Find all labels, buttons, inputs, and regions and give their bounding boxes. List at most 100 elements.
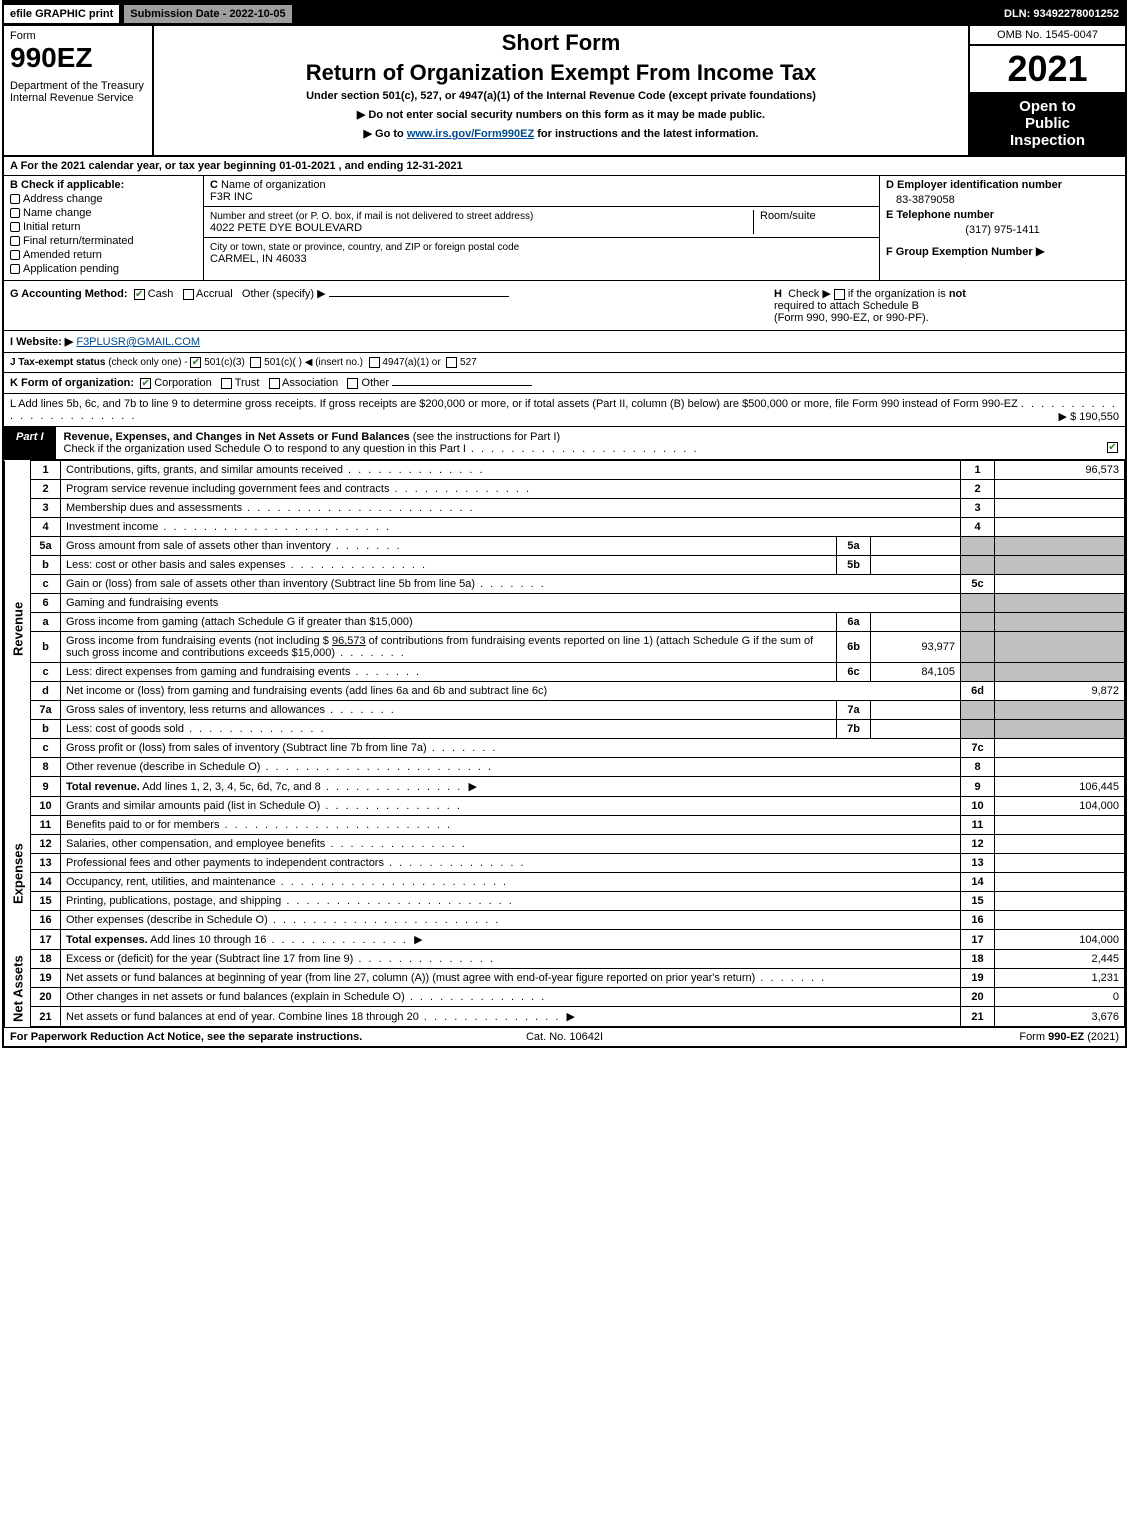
line-desc: Program service revenue including govern… <box>66 483 389 495</box>
checkbox-icon[interactable] <box>221 378 232 389</box>
line-7c: c Gross profit or (loss) from sales of i… <box>5 739 1125 758</box>
line-desc: Gross sales of inventory, less returns a… <box>66 704 325 716</box>
shaded-cell <box>961 701 995 720</box>
checkbox-icon[interactable] <box>250 357 261 368</box>
checkbox-icon[interactable] <box>183 289 194 300</box>
line-desc: Gaming and fundraising events <box>66 597 218 609</box>
form-header: Form 990EZ Department of the Treasury In… <box>4 26 1125 157</box>
line-code: 3 <box>961 499 995 518</box>
line-7b: b Less: cost of goods sold 7b <box>5 720 1125 739</box>
line-amount <box>995 892 1125 911</box>
city-state-zip: CARMEL, IN 46033 <box>210 253 307 265</box>
line-19: 19 Net assets or fund balances at beginn… <box>5 969 1125 988</box>
website-link[interactable]: F3PLUSR@GMAIL.COM <box>76 336 200 348</box>
line-code: 19 <box>961 969 995 988</box>
line-desc: Investment income <box>66 521 158 533</box>
checkbox-icon[interactable] <box>10 264 20 274</box>
line-amount <box>995 854 1125 873</box>
footer-form-ref: Form 990-EZ (2021) <box>749 1031 1119 1043</box>
checkbox-icon[interactable] <box>10 250 20 260</box>
line-desc: Membership dues and assessments <box>66 502 242 514</box>
checkbox-icon[interactable] <box>269 378 280 389</box>
line-amount <box>995 758 1125 777</box>
row-i-website: I Website: ▶ F3PLUSR@GMAIL.COM <box>4 331 1125 353</box>
under-section: Under section 501(c), 527, or 4947(a)(1)… <box>164 90 958 102</box>
room-label: Room/suite <box>760 210 816 222</box>
dots <box>219 819 452 831</box>
checkbox-icon[interactable] <box>369 357 380 368</box>
chk-label: Amended return <box>23 249 102 261</box>
h-letter: H <box>774 288 782 300</box>
checkbox-checked-icon[interactable] <box>140 378 151 389</box>
checkbox-icon[interactable] <box>347 378 358 389</box>
checkbox-icon[interactable] <box>446 357 457 368</box>
dots <box>405 991 547 1003</box>
assoc-label: Association <box>282 377 338 389</box>
cash-label: Cash <box>148 288 174 300</box>
line-amount: 96,573 <box>995 461 1125 480</box>
line-desc-bold: Total revenue. <box>66 781 140 793</box>
header-center: Short Form Return of Organization Exempt… <box>154 26 970 155</box>
line-num: 20 <box>31 988 61 1007</box>
line-amount: 104,000 <box>995 930 1125 950</box>
chk-address-change: Address change <box>10 193 197 205</box>
other-blank <box>329 296 509 297</box>
line-num: 8 <box>31 758 61 777</box>
checkbox-checked-icon[interactable] <box>190 357 201 368</box>
line-num: 17 <box>31 930 61 950</box>
shaded-cell <box>995 720 1125 739</box>
line-amount: 1,231 <box>995 969 1125 988</box>
checkbox-checked-icon[interactable] <box>134 289 145 300</box>
e-telephone-label: E Telephone number <box>886 209 994 221</box>
corp-label: Corporation <box>154 377 211 389</box>
checkbox-checked-icon[interactable] <box>1107 442 1118 453</box>
line-amount: 0 <box>995 988 1125 1007</box>
form-number: 990EZ <box>10 42 146 74</box>
irs-link[interactable]: www.irs.gov/Form990EZ <box>407 128 534 140</box>
checkbox-icon[interactable] <box>834 289 845 300</box>
line-6a: a Gross income from gaming (attach Sched… <box>5 613 1125 632</box>
opt-501c3: 501(c)(3) <box>204 357 245 368</box>
line-desc: Less: cost of goods sold <box>66 723 184 735</box>
line-num: 12 <box>31 835 61 854</box>
checkbox-icon[interactable] <box>10 208 20 218</box>
line-desc: Gross profit or (loss) from sales of inv… <box>66 742 427 754</box>
checkbox-icon[interactable] <box>10 194 20 204</box>
d-ein-label: D Employer identification number <box>886 179 1062 191</box>
line-desc: Gain or (loss) from sale of assets other… <box>66 578 475 590</box>
ein-value: 83-3879058 <box>896 194 1119 206</box>
inner-amount: 84,105 <box>871 663 961 682</box>
line-6: 6 Gaming and fundraising events <box>5 594 1125 613</box>
line-15: 15 Printing, publications, postage, and … <box>5 892 1125 911</box>
shaded-cell <box>961 556 995 575</box>
line-amount: 3,676 <box>995 1007 1125 1027</box>
line-14: 14 Occupancy, rent, utilities, and maint… <box>5 873 1125 892</box>
shaded-cell <box>995 613 1125 632</box>
g-accounting-method: G Accounting Method: Cash Accrual Other … <box>10 287 764 324</box>
i-label: I Website: ▶ <box>10 336 73 348</box>
line-code: 7c <box>961 739 995 758</box>
dept-treasury: Department of the Treasury <box>10 80 146 92</box>
f-group-exemption-label: F Group Exemption Number <box>886 246 1033 258</box>
dots <box>384 857 526 869</box>
dots <box>158 521 391 533</box>
opt-527: 527 <box>460 357 477 368</box>
line-code: 12 <box>961 835 995 854</box>
inspection: Inspection <box>974 132 1121 149</box>
inner-code: 5b <box>837 556 871 575</box>
shaded-cell <box>995 663 1125 682</box>
inner-code: 5a <box>837 537 871 556</box>
checkbox-icon[interactable] <box>10 222 20 232</box>
line-amount <box>995 873 1125 892</box>
net-assets-vertical-label: Net Assets <box>5 950 31 1027</box>
checkbox-icon[interactable] <box>10 236 20 246</box>
insert-no: ◀ (insert no.) <box>305 357 363 368</box>
line-desc: Professional fees and other payments to … <box>66 857 384 869</box>
line-desc-bold: Total expenses. <box>66 934 148 946</box>
line-amount: 2,445 <box>995 950 1125 969</box>
line-amount <box>995 499 1125 518</box>
shaded-cell <box>995 594 1125 613</box>
dots <box>276 876 509 888</box>
chk-label: Final return/terminated <box>23 235 134 247</box>
dots <box>350 666 421 678</box>
